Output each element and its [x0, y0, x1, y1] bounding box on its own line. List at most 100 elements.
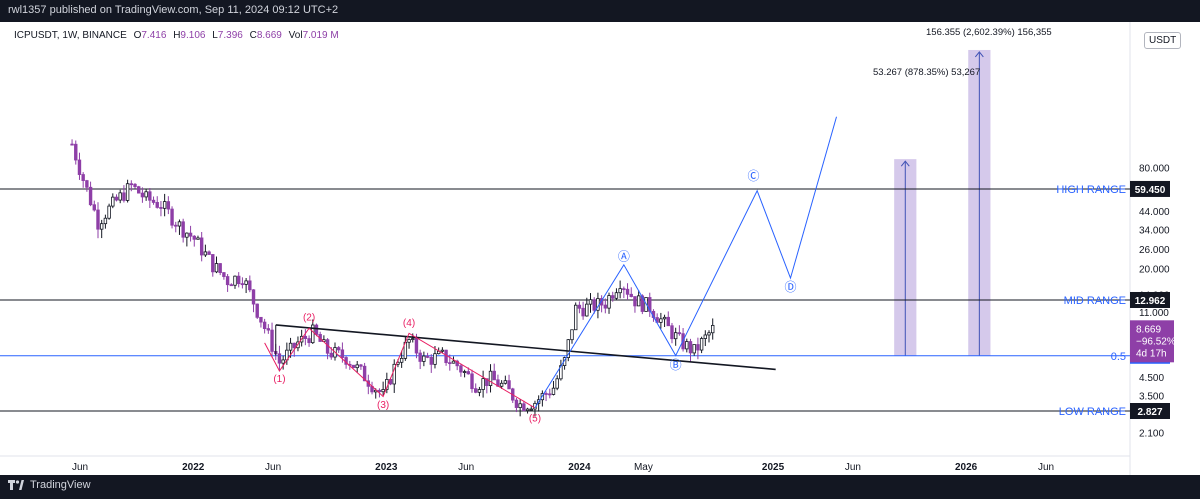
candle-body — [118, 192, 122, 201]
candle-body — [362, 365, 367, 382]
candle-body — [696, 344, 700, 351]
candle-body — [240, 283, 245, 286]
candle-body — [592, 299, 596, 311]
candle-body — [618, 288, 622, 294]
candle-body — [470, 373, 474, 390]
x-tick-label: Jun — [72, 462, 88, 473]
candle-body — [418, 352, 422, 362]
candle-body — [174, 224, 178, 227]
candle-body — [185, 232, 189, 238]
candle-body — [629, 293, 633, 297]
candle-body — [107, 205, 111, 219]
candle-body — [555, 378, 559, 389]
candle-body — [551, 387, 556, 395]
candle-body — [88, 186, 93, 206]
candle-body — [336, 347, 341, 351]
x-tick-label: Jun — [458, 462, 474, 473]
candle-body — [85, 180, 89, 188]
candle-body — [448, 362, 452, 365]
candle-body — [603, 304, 608, 309]
candle-body — [488, 370, 493, 386]
brand[interactable]: TradingView — [8, 479, 91, 491]
legend-low: 7.396 — [217, 30, 243, 41]
legend-high: 9.106 — [180, 30, 206, 41]
wave-label: (2) — [303, 312, 315, 323]
candle-body — [92, 204, 96, 211]
candle-body — [292, 342, 296, 349]
candle-body — [633, 296, 637, 307]
candle-body — [122, 192, 126, 201]
candle-body — [614, 292, 619, 299]
candle-body — [307, 338, 311, 344]
candle-body — [229, 284, 234, 287]
candle-body — [359, 364, 363, 367]
candle-body — [636, 295, 641, 307]
candle-body — [440, 349, 445, 352]
y-tick-label: 11.000 — [1139, 308, 1169, 319]
candle-body — [525, 408, 530, 412]
currency-label[interactable]: USDT — [1144, 32, 1182, 49]
candle-body — [70, 143, 74, 146]
candle-body — [233, 275, 237, 286]
last-price-value: 8.669 — [1136, 324, 1161, 335]
candle-body — [177, 221, 182, 227]
candle-body — [140, 192, 145, 198]
candle-body — [288, 342, 293, 351]
candle-body — [662, 316, 667, 320]
candle-body — [248, 280, 252, 291]
candle-body — [622, 288, 626, 291]
elliott-label: Ⓑ — [670, 358, 682, 372]
candle-body — [277, 353, 282, 364]
legend-low-label: L — [212, 30, 218, 41]
wave-label: (3) — [377, 400, 389, 411]
candle-body — [162, 201, 167, 209]
publish-info: rwl1357 published on TradingView.com, Se… — [8, 4, 339, 16]
candle-body — [355, 364, 359, 369]
candle-body — [377, 389, 382, 393]
candle-body — [151, 199, 156, 203]
candle-body — [611, 295, 615, 299]
candle-body — [77, 159, 82, 175]
candle-body — [459, 365, 463, 373]
wave-label: (1) — [273, 374, 285, 385]
candle-body — [659, 318, 663, 323]
chart-area[interactable]: 80.00044.00034.00026.00020.00014.00011.0… — [0, 22, 1200, 475]
candle-body — [214, 263, 219, 273]
candle-body — [314, 324, 319, 335]
candle-body — [685, 341, 689, 350]
level-label: LOW RANGE — [1059, 406, 1126, 418]
candle-body — [462, 371, 467, 373]
x-tick-label: 2024 — [568, 462, 591, 473]
footer-bar: TradingView — [0, 475, 1200, 499]
candle-body — [144, 191, 148, 198]
candle-body — [392, 363, 396, 385]
candle-body — [311, 324, 315, 344]
candle-body — [570, 329, 574, 341]
candle-body — [703, 334, 708, 339]
candle-body — [588, 299, 593, 305]
legend-symbol: ICPUSDT, 1W, BINANCE — [14, 30, 127, 41]
candle-body — [503, 380, 508, 384]
candle-body — [159, 207, 163, 209]
legend-open-label: O — [133, 30, 142, 41]
candle-body — [648, 297, 652, 312]
x-tick-label: May — [634, 462, 653, 473]
price-chart[interactable]: 80.00044.00034.00026.00020.00014.00011.0… — [0, 22, 1200, 475]
x-tick-label: Jun — [845, 462, 861, 473]
measurement-label-1: 53.267 (878.35%) 53,267 — [873, 67, 980, 78]
candle-body — [699, 338, 704, 351]
candle-body — [225, 276, 230, 286]
candle-body — [477, 389, 482, 393]
candle-body — [707, 332, 711, 336]
level-label: MID RANGE — [1064, 295, 1126, 307]
level-value: 59.450 — [1135, 185, 1166, 196]
x-tick-label: 2022 — [182, 462, 205, 473]
wave-label: (4) — [403, 318, 415, 329]
candle-body — [455, 360, 459, 367]
last-price-badge — [1130, 320, 1174, 363]
candle-body — [237, 275, 241, 285]
candle-body — [96, 209, 100, 230]
candle-body — [422, 355, 426, 362]
candle-body — [181, 221, 185, 238]
candle-body — [196, 237, 200, 240]
